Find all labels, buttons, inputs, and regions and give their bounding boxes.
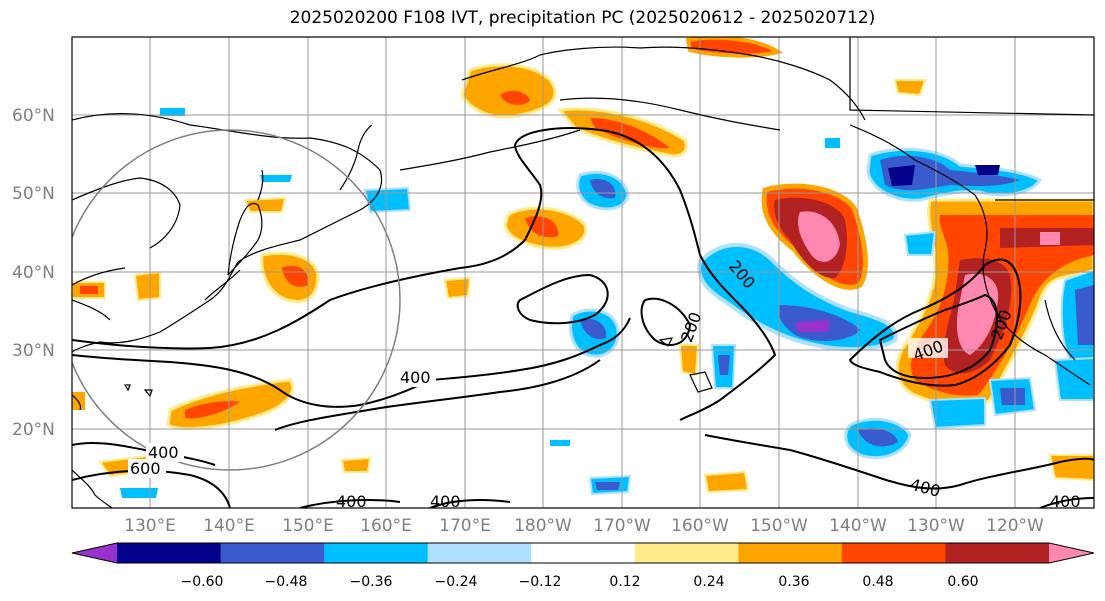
lon-label: 160°W: [671, 516, 729, 536]
colorbar-segment: [738, 543, 843, 563]
coastlines: [72, 37, 1094, 508]
colorbar-tick-label: −0.36: [350, 574, 393, 590]
colorbar-tick-label: −0.48: [265, 574, 308, 590]
lat-label: 50°N: [12, 184, 55, 204]
lon-label: 140°W: [829, 516, 887, 536]
colorbar-segment: [1049, 543, 1094, 563]
colorbar-segment: [117, 543, 222, 563]
colorbar-tick-label: −0.60: [181, 574, 224, 590]
colorbar-segment: [945, 543, 1050, 563]
colorbar: [71, 542, 1095, 564]
map-border: [71, 36, 1095, 509]
colorbar-outline: [71, 542, 1095, 564]
lon-label: 150°W: [750, 516, 808, 536]
colorbar-segment: [634, 543, 739, 563]
contour-label: 400: [430, 492, 461, 511]
lon-label: 140°E: [203, 516, 255, 536]
colorbar-segment: [841, 543, 946, 563]
colorbar-segment: [220, 543, 325, 563]
colorbar-segment: [427, 543, 532, 563]
latitude-labels: 60°N 50°N 40°N 30°N 20°N: [12, 106, 55, 440]
lon-label: 170°W: [593, 516, 651, 536]
lon-label: 130°W: [907, 516, 965, 536]
great-circle-outline: [72, 129, 401, 471]
contour-label: 600: [130, 459, 161, 478]
lat-label: 20°N: [12, 420, 55, 440]
ivt-contours: [72, 127, 1094, 508]
colorbar-tick-labels: −0.60 −0.48 −0.36 −0.24 −0.12 0.12 0.24 …: [181, 574, 979, 590]
map-title: 2025020200 F108 IVT, precipitation PC (2…: [289, 8, 876, 28]
colorbar-segment: [72, 543, 117, 563]
lat-label: 30°N: [12, 341, 55, 361]
colorbar-segment: [324, 543, 429, 563]
colorbar-segment: [531, 543, 636, 563]
contour-label: 400: [148, 443, 179, 462]
colorbar-tick-label: 0.24: [693, 574, 724, 590]
contour-label: 400: [400, 368, 431, 387]
lon-label: 180°W: [514, 516, 572, 536]
contour-label: 400: [1050, 492, 1081, 511]
lon-label: 130°E: [124, 516, 176, 536]
contour-label: 400: [336, 492, 367, 511]
colorbar-tick-label: 0.36: [778, 574, 809, 590]
graticule: [72, 37, 1094, 508]
contour-label-group: 400 200 200 400 200 400 600 400 400 400 …: [128, 257, 1081, 511]
lon-label: 120°W: [986, 516, 1044, 536]
colorbar-tick-label: −0.12: [519, 574, 562, 590]
longitude-labels: 130°E 140°E 150°E 160°E 170°E 180°W 170°…: [124, 516, 1044, 536]
lon-label: 160°E: [360, 516, 412, 536]
lon-label: 170°E: [439, 516, 491, 536]
lat-label: 60°N: [12, 106, 55, 126]
colorbar-tick-label: 0.60: [947, 574, 978, 590]
colorbar-tick-label: 0.12: [609, 574, 640, 590]
colorbar-tick-label: −0.24: [435, 574, 478, 590]
colorbar-tick-label: 0.48: [862, 574, 893, 590]
lon-label: 150°E: [282, 516, 334, 536]
lat-label: 40°N: [12, 263, 55, 283]
